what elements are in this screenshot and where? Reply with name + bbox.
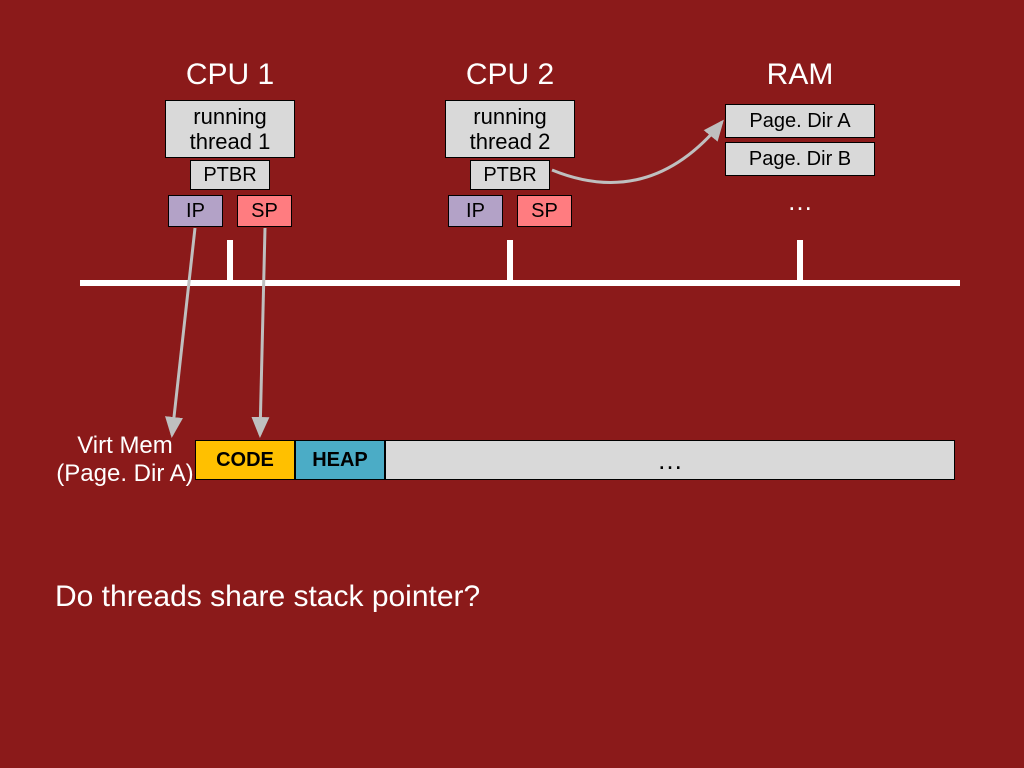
- cpu2-ip-box: IP: [448, 195, 503, 227]
- bus-horizontal: [80, 280, 960, 286]
- arrow-ptbr2-to-pagedir: [552, 122, 722, 183]
- cpu1-sp-box: SP: [237, 195, 292, 227]
- virtmem-label: Virt Mem (Page. Dir A): [50, 432, 200, 487]
- cpu2-running-text: running thread 2: [470, 104, 551, 155]
- bus-stub-ram: [797, 240, 803, 282]
- cpu2-sp-box: SP: [517, 195, 572, 227]
- arrow-ip-to-code: [172, 228, 195, 435]
- bus-stub-cpu2: [507, 240, 513, 282]
- cpu1-ptbr-text: PTBR: [203, 164, 256, 187]
- cpu1-running-box: running thread 1: [165, 100, 295, 158]
- question-text: Do threads share stack pointer?: [55, 580, 480, 614]
- cpu2-running-box: running thread 2: [445, 100, 575, 158]
- ram-pagedir-a: Page. Dir A: [725, 104, 875, 138]
- cpu2-ptbr-text: PTBR: [483, 164, 536, 187]
- virtmem-ellipsis-text: …: [657, 445, 683, 476]
- ram-pagedir-b-text: Page. Dir B: [749, 148, 851, 171]
- cpu1-running-text: running thread 1: [190, 104, 271, 155]
- cpu2-title: CPU 2: [450, 58, 570, 92]
- cpu1-ip-text: IP: [186, 200, 205, 223]
- cpu2-sp-text: SP: [531, 200, 558, 223]
- virtmem-code-cell: CODE: [195, 440, 295, 480]
- ram-title: RAM: [740, 58, 860, 92]
- bus-stub-cpu1: [227, 240, 233, 282]
- cpu2-ptbr-box: PTBR: [470, 160, 550, 190]
- virtmem-heap-text: HEAP: [312, 449, 368, 472]
- virtmem-rest-cell: …: [385, 440, 955, 480]
- ram-ellipsis: …: [780, 186, 820, 217]
- cpu1-title: CPU 1: [170, 58, 290, 92]
- virtmem-heap-cell: HEAP: [295, 440, 385, 480]
- ram-pagedir-b: Page. Dir B: [725, 142, 875, 176]
- cpu1-ip-box: IP: [168, 195, 223, 227]
- virtmem-label-text: Virt Mem (Page. Dir A): [56, 432, 193, 487]
- virtmem-row: CODE HEAP …: [195, 440, 955, 480]
- cpu2-ip-text: IP: [466, 200, 485, 223]
- virtmem-code-text: CODE: [216, 449, 274, 472]
- arrow-sp-to-heap: [260, 228, 265, 435]
- cpu1-ptbr-box: PTBR: [190, 160, 270, 190]
- cpu1-sp-text: SP: [251, 200, 278, 223]
- ram-pagedir-a-text: Page. Dir A: [749, 110, 850, 133]
